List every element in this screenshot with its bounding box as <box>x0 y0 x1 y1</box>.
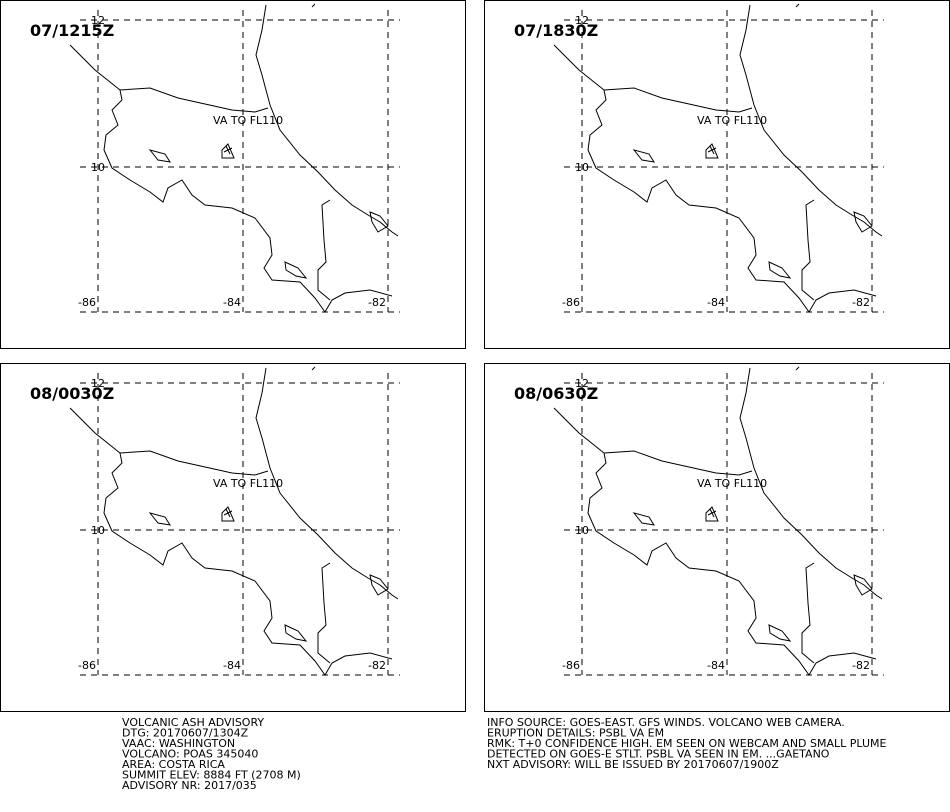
lon-label: -84 <box>223 296 241 309</box>
ash-annotation: VA TO FL110 <box>213 114 283 127</box>
lon-label: -84 <box>223 659 241 672</box>
advisory-line: SUMMIT ELEV: 8884 FT (2708 M) <box>122 769 301 782</box>
panel-time: 08/0630Z <box>514 384 598 403</box>
advisory-line: ERUPTION DETAILS: PSBL VA EM <box>487 727 664 740</box>
lon-label: -86 <box>562 659 580 672</box>
advisory-line: RMK: T+0 CONFIDENCE HIGH. EM SEEN ON WEB… <box>487 737 887 750</box>
advisory-line: INFO SOURCE: GOES-EAST. GFS WINDS. VOLCA… <box>487 716 845 729</box>
panel-time: 07/1215Z <box>30 21 114 40</box>
lat-label: 10 <box>575 524 589 537</box>
advisory-line: VOLCANIC ASH ADVISORY <box>122 716 264 729</box>
lon-label: -86 <box>78 659 96 672</box>
map-panel: -86 -84 -82 12 10 07/1215Z VA TO FL110 <box>0 0 466 349</box>
advisory-line: ADVISORY NR: 2017/035 <box>122 779 257 792</box>
lon-label: -82 <box>852 659 870 672</box>
lon-label: -86 <box>562 296 580 309</box>
lat-label: 12 <box>575 14 589 27</box>
panel-time: 08/0030Z <box>30 384 114 403</box>
advisory-line: AREA: COSTA RICA <box>122 758 225 771</box>
advisory-line: VAAC: WASHINGTON <box>122 737 235 750</box>
map-panel: -86 -84 -82 12 10 07/1830Z VA TO FL110 <box>484 0 950 349</box>
lat-label: 10 <box>91 161 105 174</box>
lon-label: -82 <box>852 296 870 309</box>
advisory-line: DTG: 20170607/1304Z <box>122 727 249 740</box>
lon-label: -86 <box>78 296 96 309</box>
lon-label: -82 <box>368 296 386 309</box>
lon-label: -84 <box>707 659 725 672</box>
map-panel: -86 -84 -82 12 10 08/0630Z VA TO FL110 <box>484 363 950 712</box>
ash-annotation: VA TO FL110 <box>697 477 767 490</box>
advisory-line: NXT ADVISORY: WILL BE ISSUED BY 20170607… <box>487 758 779 771</box>
map-panel: -86 -84 -82 12 10 08/0030Z VA TO FL110 <box>0 363 466 712</box>
lat-label: 10 <box>575 161 589 174</box>
panel-time: 07/1830Z <box>514 21 598 40</box>
lat-label: 10 <box>91 524 105 537</box>
lat-label: 12 <box>91 377 105 390</box>
ash-annotation: VA TO FL110 <box>213 477 283 490</box>
lat-label: 12 <box>91 14 105 27</box>
lon-label: -84 <box>707 296 725 309</box>
lat-label: 12 <box>575 377 589 390</box>
advisory-line: VOLCANO: POAS 345040 <box>122 748 258 761</box>
lon-label: -82 <box>368 659 386 672</box>
ash-annotation: VA TO FL110 <box>697 114 767 127</box>
advisory-line: DETECTED ON GOES-E STLT. PSBL VA SEEN IN… <box>487 748 830 761</box>
